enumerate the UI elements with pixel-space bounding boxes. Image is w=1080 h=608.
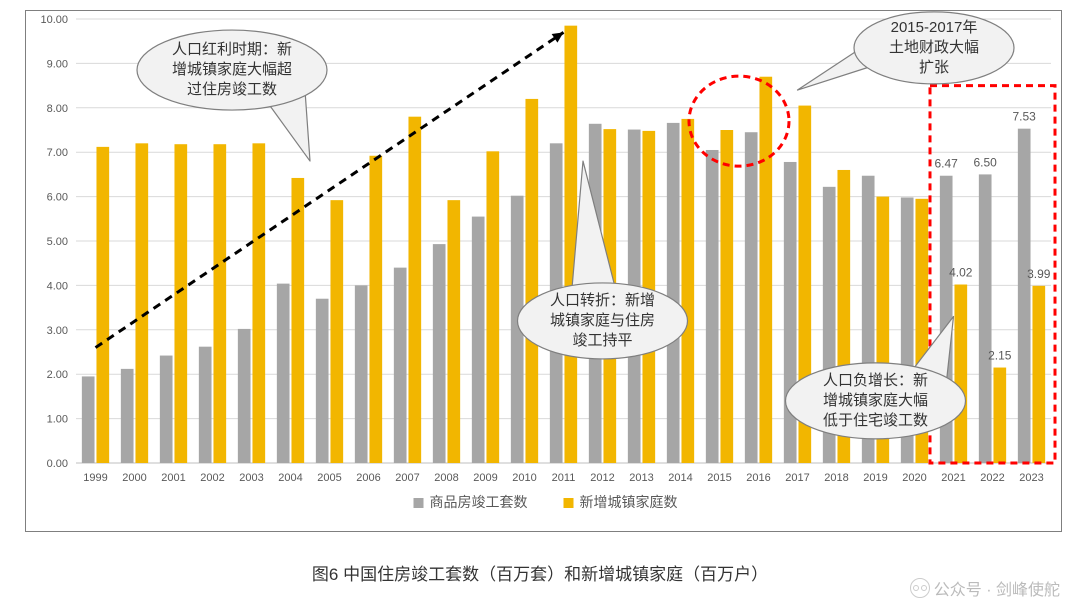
bar-s2 bbox=[993, 368, 1006, 463]
callout-text: 2015-2017年 bbox=[891, 19, 978, 36]
svg-text:2017: 2017 bbox=[785, 472, 809, 484]
bar-s2 bbox=[135, 143, 148, 463]
callout-text: 人口转折：新增 bbox=[550, 292, 655, 309]
svg-text:2012: 2012 bbox=[590, 472, 614, 484]
callout-text: 城镇家庭与住房 bbox=[550, 312, 655, 329]
bar-s1 bbox=[472, 217, 485, 463]
svg-text:0.00: 0.00 bbox=[47, 458, 68, 470]
svg-text:2001: 2001 bbox=[161, 472, 185, 484]
bar-s2 bbox=[369, 156, 382, 463]
svg-text:2016: 2016 bbox=[746, 472, 770, 484]
data-label: 7.53 bbox=[1013, 110, 1037, 124]
bar-s1 bbox=[706, 150, 719, 463]
bar-s1 bbox=[1018, 129, 1031, 463]
legend-swatch bbox=[414, 498, 424, 508]
bar-s1 bbox=[238, 329, 251, 463]
svg-text:2013: 2013 bbox=[629, 472, 653, 484]
callout-text: 人口负增长：新 bbox=[823, 372, 928, 389]
legend-swatch bbox=[564, 498, 574, 508]
svg-text:2002: 2002 bbox=[200, 472, 224, 484]
svg-text:4.00: 4.00 bbox=[47, 280, 68, 292]
watermark: 公众号 · 剑峰使舵 bbox=[910, 576, 1060, 600]
callout-text: 增城镇家庭大幅 bbox=[823, 392, 928, 409]
bar-s1 bbox=[82, 376, 95, 463]
bar-s2 bbox=[486, 151, 499, 463]
bar-s1 bbox=[745, 132, 758, 463]
svg-text:2020: 2020 bbox=[902, 472, 926, 484]
svg-text:1.00: 1.00 bbox=[47, 414, 68, 426]
data-label: 4.02 bbox=[949, 266, 973, 280]
bar-s1 bbox=[160, 356, 173, 463]
bar-s2 bbox=[96, 147, 109, 463]
svg-text:2011: 2011 bbox=[552, 472, 576, 484]
svg-text:2009: 2009 bbox=[473, 472, 497, 484]
bar-s2 bbox=[330, 200, 343, 463]
bar-s2 bbox=[525, 99, 538, 463]
svg-text:7.00: 7.00 bbox=[47, 147, 68, 159]
bar-s1 bbox=[277, 284, 290, 463]
svg-text:2007: 2007 bbox=[395, 472, 419, 484]
callout-text: 扩张 bbox=[919, 59, 949, 76]
svg-text:2000: 2000 bbox=[122, 472, 146, 484]
callout-text: 土地财政大幅 bbox=[889, 39, 979, 56]
bar-s2 bbox=[720, 130, 733, 463]
bar-s1 bbox=[199, 347, 212, 463]
svg-text:2023: 2023 bbox=[1019, 472, 1043, 484]
bar-s1 bbox=[667, 123, 680, 463]
svg-text:2003: 2003 bbox=[239, 472, 263, 484]
bar-s2 bbox=[447, 200, 460, 463]
wechat-icon bbox=[910, 578, 930, 598]
svg-text:2006: 2006 bbox=[356, 472, 380, 484]
bar-s2 bbox=[1032, 286, 1045, 463]
watermark-text: 公众号 · 剑峰使舵 bbox=[934, 582, 1060, 599]
svg-text:9.00: 9.00 bbox=[47, 58, 68, 70]
svg-text:2005: 2005 bbox=[317, 472, 341, 484]
bar-s2 bbox=[408, 117, 421, 463]
grouped-bar-chart: 0.00 1.00 2.00 3.00 4.00 5.00 6.00 7.00 8.00 9.00… bbox=[26, 11, 1061, 531]
svg-text:2015: 2015 bbox=[707, 472, 731, 484]
bar-s2 bbox=[759, 77, 772, 463]
bar-s2 bbox=[213, 144, 226, 463]
svg-text:2018: 2018 bbox=[824, 472, 848, 484]
bar-s1 bbox=[394, 268, 407, 463]
svg-text:2004: 2004 bbox=[278, 472, 302, 484]
data-label: 6.50 bbox=[974, 155, 998, 169]
bar-s2 bbox=[174, 144, 187, 463]
svg-text:2019: 2019 bbox=[863, 472, 887, 484]
chart-container: 0.00 1.00 2.00 3.00 4.00 5.00 6.00 7.00 8.00 9.00… bbox=[25, 10, 1062, 532]
svg-text:2010: 2010 bbox=[512, 472, 536, 484]
svg-text:2.00: 2.00 bbox=[47, 369, 68, 381]
svg-text:5.00: 5.00 bbox=[47, 236, 68, 248]
callout-text: 过住房竣工数 bbox=[187, 81, 277, 98]
svg-text:2008: 2008 bbox=[434, 472, 458, 484]
svg-text:6.00: 6.00 bbox=[47, 192, 68, 204]
svg-text:2014: 2014 bbox=[668, 472, 692, 484]
bar-s2 bbox=[954, 285, 967, 463]
data-label: 6.47 bbox=[935, 157, 959, 171]
bar-s1 bbox=[979, 174, 992, 463]
bar-s2 bbox=[252, 143, 265, 463]
bar-s1 bbox=[355, 285, 368, 463]
svg-text:8.00: 8.00 bbox=[47, 103, 68, 115]
data-label: 3.99 bbox=[1027, 267, 1051, 281]
bar-s2 bbox=[291, 178, 304, 463]
bar-s2 bbox=[681, 119, 694, 463]
svg-text:10.00: 10.00 bbox=[40, 14, 68, 26]
svg-text:2021: 2021 bbox=[941, 472, 965, 484]
bar-s1 bbox=[121, 369, 134, 463]
bar-s1 bbox=[433, 244, 446, 463]
callout-text: 人口红利时期：新 bbox=[172, 41, 292, 58]
svg-text:3.00: 3.00 bbox=[47, 325, 68, 337]
svg-text:2022: 2022 bbox=[980, 472, 1004, 484]
svg-text:1999: 1999 bbox=[83, 472, 107, 484]
callout-text: 增城镇家庭大幅超 bbox=[172, 61, 292, 78]
bar-s1 bbox=[316, 299, 329, 463]
legend-label: 商品房竣工套数 bbox=[430, 494, 528, 510]
data-label: 2.15 bbox=[988, 349, 1012, 363]
callout-text: 低于住宅竣工数 bbox=[823, 412, 928, 429]
legend-label: 新增城镇家庭数 bbox=[580, 494, 678, 510]
callout-text: 竣工持平 bbox=[572, 332, 632, 349]
